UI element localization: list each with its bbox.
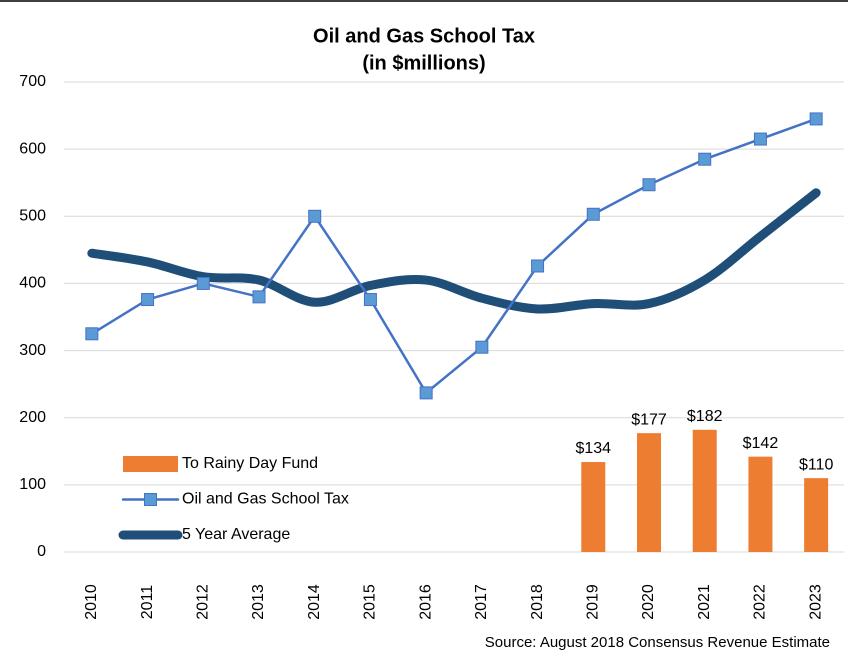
y-tick-label: 600 <box>19 140 46 157</box>
x-tick-label: 2022 <box>752 584 769 620</box>
legend-swatch <box>123 456 178 472</box>
point-marker <box>531 259 545 273</box>
data-label: $182 <box>687 408 723 425</box>
data-label: $110 <box>799 456 834 473</box>
y-tick-label: 0 <box>37 543 46 560</box>
source-note: Source: August 2018 Consensus Revenue Es… <box>485 634 830 651</box>
point-marker <box>642 178 656 192</box>
x-tick-label: 2013 <box>250 584 267 620</box>
point-marker <box>419 386 433 400</box>
point-marker <box>698 152 712 166</box>
x-tick-label: 2023 <box>807 584 824 620</box>
x-tick-label: 2010 <box>83 584 100 620</box>
x-tick-label: 2014 <box>306 584 323 620</box>
bar <box>692 429 717 552</box>
legend-label: 5 Year Average <box>182 526 290 543</box>
data-label: $134 <box>575 440 611 457</box>
average-line <box>87 188 821 314</box>
chart-subtitle: (in $millions) <box>362 52 485 74</box>
x-tick-label: 2011 <box>139 585 156 620</box>
point-marker <box>475 340 489 354</box>
legend-label: To Rainy Day Fund <box>182 455 318 472</box>
bar <box>804 478 829 552</box>
point-marker <box>141 293 155 307</box>
point-marker <box>753 132 767 146</box>
x-tick-label: 2018 <box>529 584 546 620</box>
chart-title: Oil and Gas School Tax <box>313 25 535 47</box>
series-line <box>90 117 818 395</box>
bar <box>748 456 773 552</box>
legend-label: Oil and Gas School Tax <box>182 491 349 508</box>
x-tick-label: 2020 <box>640 584 657 620</box>
bar <box>581 462 606 552</box>
y-tick-label: 500 <box>19 208 46 225</box>
x-tick-label: 2012 <box>195 584 212 620</box>
x-tick-label: 2019 <box>585 584 602 620</box>
y-tick-label: 300 <box>19 342 46 359</box>
point-marker <box>308 209 322 223</box>
x-tick-label: 2015 <box>362 584 379 620</box>
point-marker <box>809 112 823 126</box>
legend-marker <box>144 493 157 506</box>
x-tick-label: 2017 <box>473 584 490 620</box>
y-tick-label: 400 <box>19 275 46 292</box>
bar <box>637 433 661 552</box>
point-marker <box>586 207 600 221</box>
data-label: $177 <box>631 411 667 428</box>
data-label: $142 <box>743 435 779 452</box>
point-marker <box>363 293 377 307</box>
point-marker <box>85 327 99 341</box>
y-tick-label: 100 <box>19 476 46 493</box>
y-tick-label: 200 <box>19 409 46 426</box>
y-tick-label: 700 <box>19 73 46 90</box>
point-marker <box>252 290 266 304</box>
point-marker <box>196 276 210 290</box>
x-tick-label: 2021 <box>696 584 713 620</box>
x-tick-label: 2016 <box>417 584 434 620</box>
